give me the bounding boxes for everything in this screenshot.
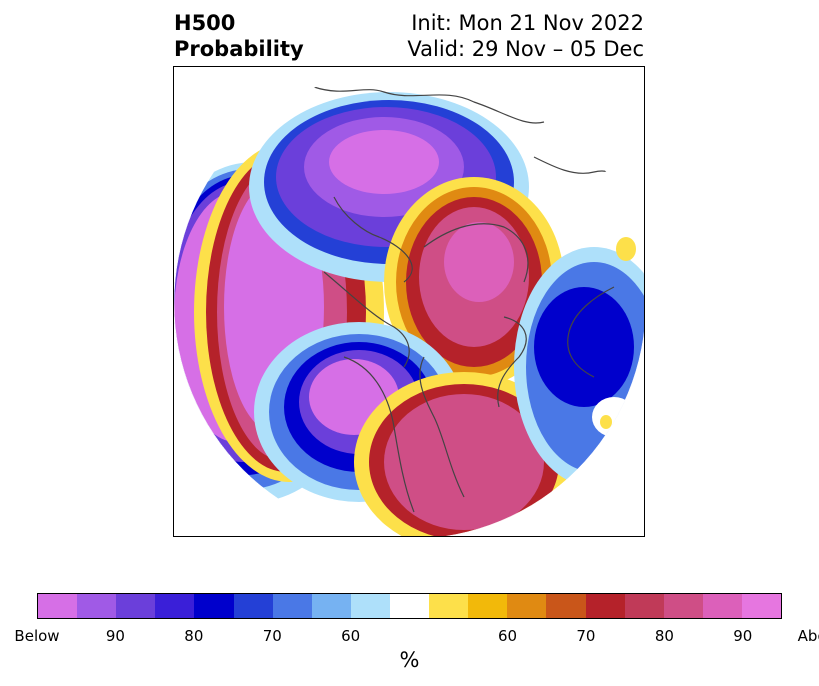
valid-date: Valid: 29 Nov – 05 Dec (407, 37, 644, 61)
chart-title: H500 Probability (174, 10, 304, 62)
colorbar-swatch (272, 594, 312, 618)
colorbar-swatch (663, 594, 703, 618)
central-ridge (384, 177, 564, 387)
colorbar-swatch (311, 594, 351, 618)
title-line-1: H500 (174, 11, 236, 35)
date-info: Init: Mon 21 Nov 2022 Valid: 29 Nov – 05… (407, 10, 644, 62)
colorbar-tick-label: Above (797, 627, 819, 645)
colorbar-tick-label: 90 (733, 627, 753, 645)
coastlines (313, 86, 635, 513)
colorbar-swatch (389, 594, 430, 618)
colorbar-swatch (77, 594, 117, 618)
polar-map-svg (174, 67, 644, 536)
colorbar-swatch (155, 594, 195, 618)
colorbar-swatch (702, 594, 742, 618)
colorbar-swatch (38, 594, 78, 618)
colorbar-tick-label: 90 (105, 627, 125, 645)
colorbar-swatch (624, 594, 664, 618)
title-line-2: Probability (174, 37, 304, 61)
colorbar (37, 593, 782, 619)
colorbar-swatch (194, 594, 234, 618)
colorbar-tick-label: 80 (184, 627, 204, 645)
colorbar-tick-label: Below (14, 627, 60, 645)
colorbar-tick-label: 70 (262, 627, 282, 645)
colorbar-label: % (399, 648, 420, 672)
polar-map (173, 66, 645, 537)
colorbar-swatch (546, 594, 586, 618)
colorbar-swatch (585, 594, 625, 618)
small-yellow-patch (616, 237, 636, 261)
colorbar-swatch (429, 594, 469, 618)
colorbar-tick-label: 60 (341, 627, 361, 645)
colorbar-swatch (468, 594, 508, 618)
small-yellow-patch-2 (600, 415, 612, 429)
probability-field (174, 67, 644, 536)
colorbar-tick-label: 70 (576, 627, 596, 645)
colorbar-swatch (116, 594, 156, 618)
colorbar-swatch (741, 594, 782, 618)
colorbar-tick-label: 60 (497, 627, 518, 645)
init-date: Init: Mon 21 Nov 2022 (411, 11, 644, 35)
colorbar-tick-label: 80 (654, 627, 674, 645)
colorbar-swatch (507, 594, 547, 618)
east-ridge (354, 372, 574, 536)
small-white-patch (592, 397, 636, 437)
colorbar-swatch (233, 594, 273, 618)
colorbar-swatch (350, 594, 390, 618)
